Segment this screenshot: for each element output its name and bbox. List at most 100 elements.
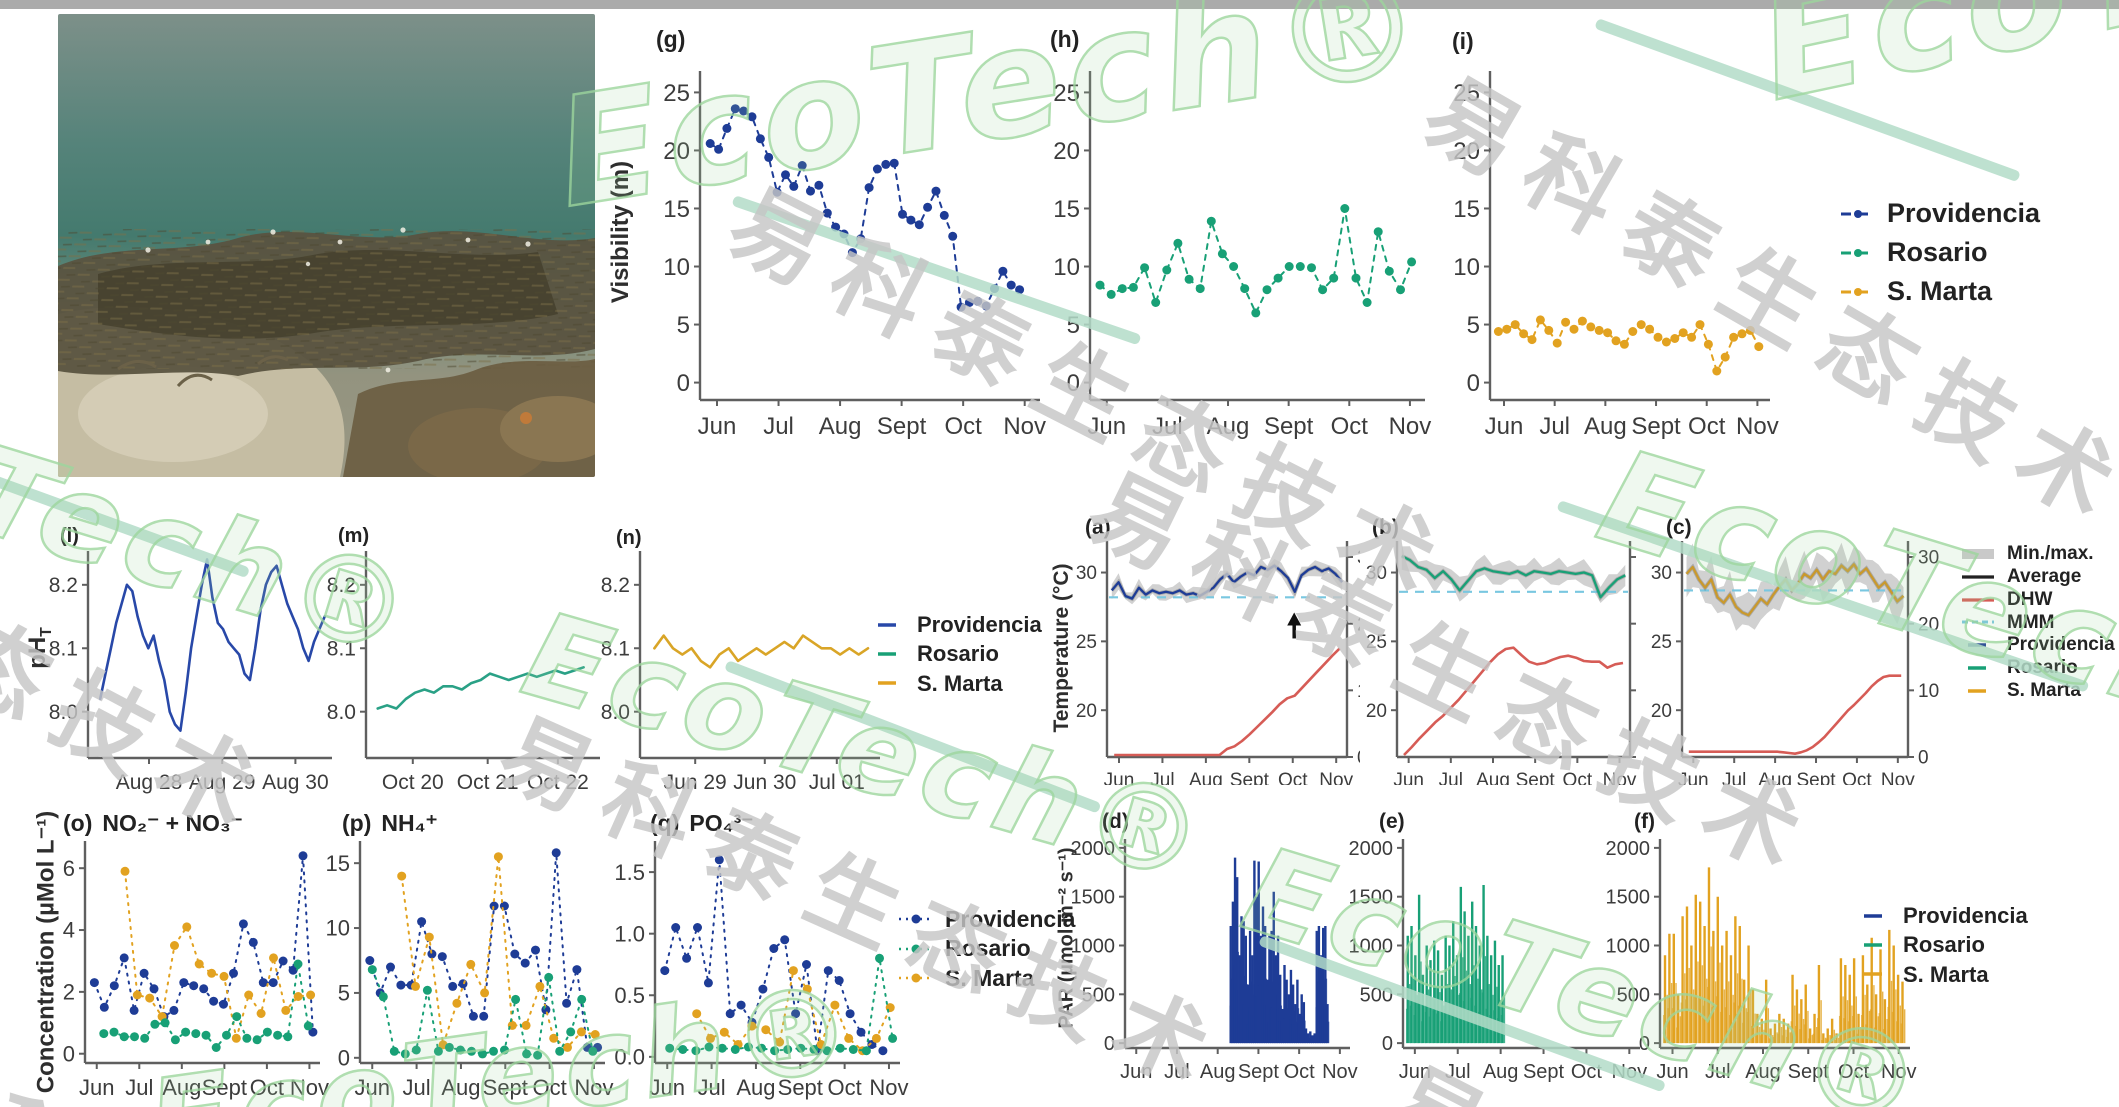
legend-item: Rosario (870, 641, 1042, 666)
panel-tag-m: (m) (338, 525, 370, 547)
svg-text:Oct: Oct (533, 1075, 567, 1100)
svg-text:500: 500 (1082, 984, 1115, 1006)
svg-text:8.2: 8.2 (601, 574, 630, 597)
svg-text:Jul: Jul (1722, 770, 1746, 785)
svg-text:10: 10 (1053, 254, 1080, 281)
legend-visibility: Providencia Rosario S. Marta (1840, 198, 2040, 307)
svg-text:Aug 30: Aug 30 (262, 771, 329, 794)
legend-label: S. Marta (1903, 961, 1989, 987)
chart-nitrate: 0 2 4 6 Jun Jul Aug Sept Oct Nov (30, 830, 330, 1105)
svg-text:Sept: Sept (483, 1075, 528, 1100)
svg-text:10: 10 (1918, 681, 1939, 702)
legend-item: Providencia (870, 612, 1042, 637)
svg-text:Aug: Aug (1200, 1061, 1236, 1083)
svg-text:0: 0 (338, 1046, 350, 1071)
panel-tag-d: (d) (1102, 810, 1129, 833)
svg-text:Aug: Aug (1476, 770, 1510, 785)
svg-text:Sept: Sept (1516, 770, 1556, 785)
svg-text:Sept: Sept (1230, 770, 1270, 785)
svg-text:Jun: Jun (698, 413, 737, 440)
legend-swatch-icon (1841, 287, 1875, 296)
legend-item: Rosario (1856, 932, 2028, 957)
svg-text:Sept: Sept (1796, 770, 1836, 785)
legend-label: Rosario (2007, 657, 2078, 679)
svg-text:Jun: Jun (1678, 770, 1709, 785)
svg-text:5: 5 (1067, 312, 1080, 339)
svg-text:20: 20 (1366, 701, 1387, 722)
legend-item: DHW (1960, 589, 2115, 611)
panel-tag-n: (n) (616, 527, 642, 549)
svg-text:Jul: Jul (1150, 770, 1174, 785)
svg-text:Jun: Jun (1104, 770, 1135, 785)
legend-label: Providencia (2007, 634, 2115, 656)
legend-item: S. Marta (898, 965, 1075, 991)
legend-item: Providencia (1856, 903, 2028, 928)
svg-text:0.5: 0.5 (614, 983, 645, 1008)
svg-text:1.0: 1.0 (614, 921, 645, 946)
svg-text:Jul: Jul (1164, 1061, 1190, 1083)
legend-swatch-icon (899, 973, 933, 983)
legend-swatch-icon (1968, 643, 1986, 648)
legend-swatch-icon (1962, 548, 1994, 559)
svg-text:6: 6 (63, 856, 75, 881)
svg-text:Jul: Jul (1439, 770, 1463, 785)
svg-text:0: 0 (63, 1041, 75, 1066)
svg-text:8.0: 8.0 (327, 701, 356, 724)
legend-swatch-icon (1841, 209, 1875, 218)
chart-par-providencia: 0 500 1000 1500 2000 Jun Jul Aug Sept Oct Nov (1060, 830, 1360, 1095)
panel-tag-o: (o) NO₂⁻ + NO₃⁻ (63, 810, 243, 836)
svg-text:1000: 1000 (1349, 936, 1394, 958)
svg-text:0: 0 (1382, 1033, 1393, 1055)
svg-text:Oct 20: Oct 20 (382, 771, 444, 794)
legend-label: Rosario (1903, 932, 1985, 958)
svg-text:15: 15 (1453, 196, 1480, 223)
legend-swatch-icon (878, 681, 896, 686)
panel-tag-a: (a) (1085, 516, 1111, 539)
svg-text:Jun: Jun (355, 1075, 390, 1100)
top-grey-bar (0, 0, 2119, 9)
svg-text:20: 20 (1651, 701, 1672, 722)
chart-visibility-smarta: 0 5 10 15 20 25 Jun Jul Aug Sept Oct Nov (1432, 20, 1782, 445)
svg-text:Jul 01: Jul 01 (809, 771, 865, 794)
svg-text:Nov: Nov (1881, 1061, 1917, 1083)
legend-swatch-icon (1968, 666, 1986, 670)
svg-text:Jul: Jul (1445, 1061, 1471, 1083)
svg-text:Sept: Sept (1238, 1061, 1280, 1083)
legend-nutrients: Providencia Rosario S. Marta (898, 906, 1075, 991)
legend-label: Average (2007, 565, 2082, 587)
svg-text:15: 15 (1053, 196, 1080, 223)
svg-text:30: 30 (1918, 548, 1939, 569)
legend-swatch-icon (1962, 620, 1994, 624)
svg-text:Aug: Aug (1207, 413, 1250, 440)
legend-item: S. Marta (1840, 276, 2040, 307)
panel-tag-h: (h) (1050, 26, 1080, 52)
visibility-axis-label: Visibility (m) (607, 160, 634, 304)
legend-item: Average (1960, 566, 2115, 588)
svg-text:25: 25 (1453, 80, 1480, 107)
svg-text:1000: 1000 (1606, 936, 1651, 958)
svg-text:Aug: Aug (1483, 1061, 1519, 1083)
panel-tag-p: (p) NH₄⁺ (342, 810, 438, 836)
panel-tag-g: (g) (656, 26, 686, 52)
svg-text:Jun 29: Jun 29 (664, 771, 727, 794)
panel-tag-e: (e) (1379, 810, 1405, 833)
legend-swatch-icon (899, 914, 933, 924)
svg-text:1500: 1500 (1349, 887, 1394, 909)
svg-text:2: 2 (63, 980, 75, 1005)
legend-label: Min./max. (2007, 543, 2094, 564)
svg-text:10: 10 (326, 916, 350, 941)
svg-text:Jun 30: Jun 30 (733, 771, 796, 794)
legend-item: Rosario (1960, 657, 2115, 679)
svg-text:Oct: Oct (828, 1075, 862, 1100)
legend-item: Min./max. (1960, 543, 2115, 565)
legend-item: Rosario (1840, 237, 2040, 268)
svg-text:Nov: Nov (1881, 770, 1915, 785)
legend-swatch-icon (878, 622, 896, 627)
svg-text:0: 0 (1067, 370, 1080, 397)
svg-text:Oct: Oct (1838, 1061, 1870, 1083)
svg-text:Nov: Nov (574, 1075, 613, 1100)
svg-text:10: 10 (663, 254, 690, 281)
svg-text:2000: 2000 (1349, 838, 1394, 860)
legend-item: S. Marta (870, 671, 1042, 696)
svg-text:25: 25 (663, 80, 690, 107)
